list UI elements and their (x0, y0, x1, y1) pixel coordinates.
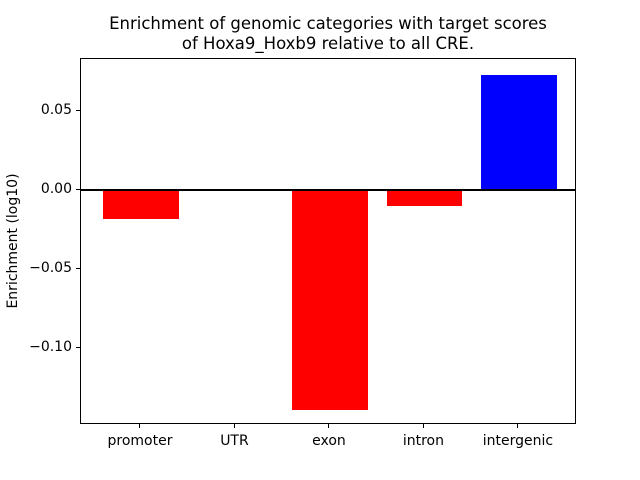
y-tick-0.00 (76, 188, 80, 190)
x-tick-label-intergenic: intergenic (482, 433, 554, 449)
bar-exon (292, 190, 368, 410)
x-tick-intergenic (517, 424, 519, 428)
zero-line (81, 189, 575, 192)
x-tick-label-exon: exon (312, 433, 346, 449)
plot-area (80, 58, 576, 424)
y-tick-label-−0.05: −0.05 (29, 260, 72, 277)
y-tick-label-−0.10: −0.10 (29, 339, 72, 356)
x-tick-exon (328, 424, 330, 428)
y-tick-−0.10 (76, 346, 80, 348)
x-tick-label-UTR: UTR (220, 433, 249, 449)
y-tick-label-0.00: 0.00 (40, 181, 72, 198)
chart-title: Enrichment of genomic categories with ta… (109, 14, 547, 53)
bar-intron (386, 190, 463, 207)
bar-intergenic (481, 75, 557, 191)
x-tick-promoter (139, 424, 141, 428)
bar-promoter (103, 190, 179, 219)
x-tick-label-promoter: promoter (107, 433, 173, 449)
y-tick-−0.05 (76, 267, 80, 269)
y-tick-label-0.05: 0.05 (40, 102, 72, 119)
x-tick-UTR (233, 424, 235, 428)
x-tick-label-intron: intron (402, 433, 444, 449)
y-tick-0.05 (76, 109, 80, 111)
x-tick-intron (422, 424, 424, 428)
